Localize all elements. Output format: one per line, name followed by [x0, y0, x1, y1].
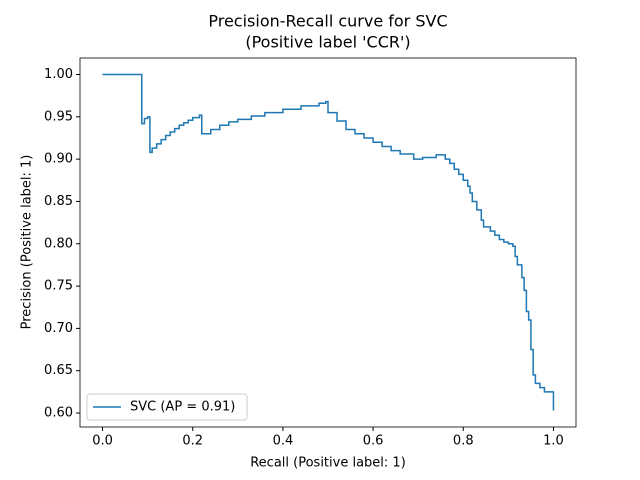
- chart-title: Precision-Recall curve for SVC: [208, 12, 447, 31]
- x-tick-label: 0.0: [92, 434, 113, 449]
- y-axis-label: Precision (Positive label: 1): [20, 155, 35, 330]
- x-tick-label: 0.8: [453, 434, 474, 449]
- y-tick-label: 0.70: [44, 321, 73, 336]
- legend-box: [86, 393, 248, 421]
- y-tick-label: 0.95: [44, 109, 73, 124]
- y-tick-label: 1.00: [44, 67, 73, 82]
- plot-frame: [79, 57, 577, 428]
- y-tick-label: 0.60: [44, 406, 73, 421]
- y-tick-label: 0.75: [44, 279, 73, 294]
- data-line: [102, 73, 555, 411]
- x-tick-label: 0.4: [273, 434, 294, 449]
- x-axis-label: Recall (Positive label: 1): [250, 456, 406, 471]
- y-tick-label: 0.80: [44, 236, 73, 251]
- legend-label: SVC (AP = 0.91): [130, 400, 235, 415]
- x-tick-label: 0.6: [363, 434, 384, 449]
- y-tick-label: 0.90: [44, 152, 73, 167]
- y-tick-label: 0.85: [44, 194, 73, 209]
- x-tick-label: 1.0: [543, 434, 564, 449]
- y-tick-label: 0.65: [44, 363, 73, 378]
- x-tick-label: 0.2: [182, 434, 203, 449]
- chart-subtitle: (Positive label 'CCR'): [245, 33, 410, 52]
